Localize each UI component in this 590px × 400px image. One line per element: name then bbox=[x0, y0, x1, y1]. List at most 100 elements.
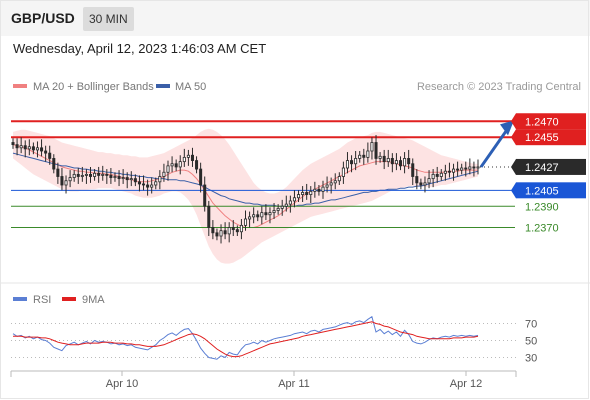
candle bbox=[101, 165, 105, 181]
x-tick-label: Apr 12 bbox=[450, 378, 482, 390]
candle-body bbox=[133, 178, 137, 183]
candle bbox=[268, 207, 272, 224]
timeframe-badge[interactable]: 30 MIN bbox=[83, 7, 134, 31]
candle bbox=[284, 195, 288, 212]
rsi-legend: RSI 9MA bbox=[13, 294, 105, 306]
candle bbox=[117, 170, 121, 187]
candle bbox=[162, 163, 166, 182]
price-labels: 1.2470 1.2455 1.2405 1.2390 1.2370 1.2427 bbox=[511, 113, 586, 235]
candle bbox=[374, 135, 378, 165]
candle-body bbox=[76, 173, 80, 177]
current-price-tag bbox=[516, 158, 586, 175]
candle-body bbox=[309, 190, 313, 195]
candle bbox=[64, 175, 68, 194]
candle bbox=[370, 137, 374, 160]
candle-body bbox=[403, 158, 407, 167]
candle bbox=[394, 153, 398, 171]
candle bbox=[15, 138, 19, 156]
x-tick-label: Apr 11 bbox=[278, 378, 310, 390]
price-levels bbox=[11, 120, 515, 228]
candle bbox=[447, 162, 451, 178]
candle-body bbox=[390, 158, 394, 165]
candle bbox=[19, 137, 23, 154]
chart-datetime: Wednesday, April 12, 2023 1:46:03 AM CET bbox=[13, 41, 267, 56]
candle-body bbox=[170, 163, 174, 167]
candle bbox=[142, 175, 146, 191]
candle-body bbox=[398, 160, 403, 167]
candle bbox=[382, 149, 386, 170]
rsi-panel: 70 50 30 bbox=[11, 315, 537, 365]
research-credit: Research © 2023 Trading Central bbox=[417, 81, 581, 93]
candle-body bbox=[117, 176, 121, 180]
candle bbox=[174, 159, 178, 172]
candle-body bbox=[292, 197, 296, 202]
candle-body bbox=[105, 173, 109, 176]
candle bbox=[223, 222, 227, 240]
ma50-legend-swatch bbox=[156, 84, 170, 88]
candle bbox=[390, 153, 394, 173]
candle bbox=[170, 156, 174, 173]
candle bbox=[31, 142, 35, 155]
candle-body bbox=[239, 224, 243, 233]
candle bbox=[472, 161, 476, 177]
candle bbox=[256, 210, 260, 222]
candle bbox=[199, 162, 203, 193]
candle-body bbox=[333, 180, 337, 184]
candle-body bbox=[129, 178, 133, 181]
level-label-1.2405: 1.2405 bbox=[525, 185, 559, 197]
candle-body bbox=[248, 216, 252, 220]
current-price-pointer bbox=[511, 158, 516, 175]
candles bbox=[11, 135, 480, 244]
candle bbox=[56, 162, 60, 184]
candle-body bbox=[64, 180, 68, 186]
candle bbox=[264, 204, 268, 221]
candle bbox=[243, 210, 248, 231]
candle bbox=[452, 163, 456, 181]
candle bbox=[203, 176, 207, 212]
rsi-line bbox=[12, 315, 479, 360]
x-axis: Apr 10 Apr 11 Apr 12 bbox=[10, 371, 517, 390]
candle bbox=[105, 169, 109, 184]
candle-body bbox=[366, 150, 370, 158]
candle bbox=[297, 190, 301, 202]
candle bbox=[154, 177, 158, 190]
candle bbox=[321, 180, 325, 199]
candle-body bbox=[231, 227, 235, 231]
candle-body bbox=[227, 227, 231, 235]
candle-body bbox=[301, 192, 305, 195]
candle-body bbox=[378, 155, 382, 159]
candle bbox=[407, 149, 411, 170]
candle bbox=[166, 160, 170, 181]
candle bbox=[93, 169, 97, 181]
level-label-1.2390: 1.2390 bbox=[525, 201, 559, 213]
candle bbox=[362, 148, 366, 165]
ma20-legend-swatch bbox=[13, 84, 27, 88]
candle-body bbox=[44, 150, 48, 154]
candle-body bbox=[370, 142, 374, 152]
rsi-legend-swatch bbox=[13, 297, 27, 301]
candle bbox=[337, 172, 341, 185]
candle-body bbox=[93, 172, 97, 177]
candle-body bbox=[268, 212, 272, 216]
symbol-title: GBP/USD bbox=[11, 10, 75, 26]
candle bbox=[195, 156, 199, 174]
candle-body bbox=[52, 158, 56, 170]
forecast-arrow-head bbox=[500, 120, 514, 136]
candle-body bbox=[419, 182, 423, 186]
candle bbox=[133, 174, 137, 187]
candle-body bbox=[146, 184, 150, 188]
candle-body bbox=[350, 160, 354, 165]
rsi-ma9-line bbox=[13, 321, 479, 358]
candle bbox=[460, 163, 464, 175]
level-label-1.2370: 1.2370 bbox=[525, 223, 559, 235]
candle-body bbox=[48, 152, 52, 159]
candle-body bbox=[411, 163, 415, 177]
candle bbox=[350, 155, 354, 173]
candle bbox=[333, 173, 337, 190]
candle-body bbox=[137, 181, 141, 185]
candle-body bbox=[264, 212, 268, 216]
candle-body bbox=[464, 167, 468, 170]
candle-body bbox=[11, 142, 15, 146]
candle-body bbox=[329, 182, 333, 186]
